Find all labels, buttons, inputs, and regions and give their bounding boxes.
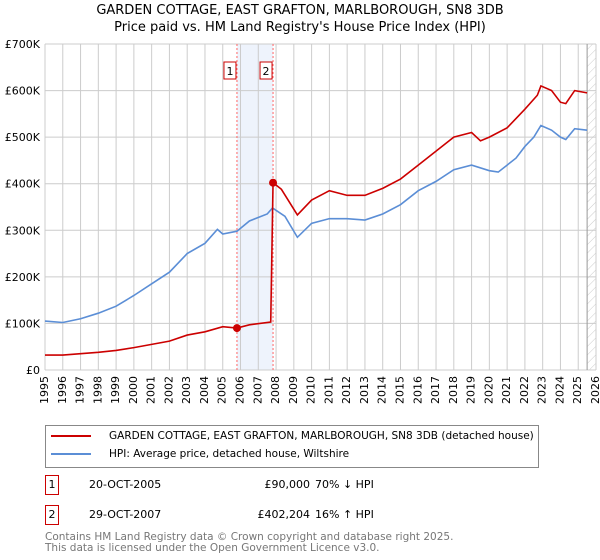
footer: Contains HM Land Registry data © Crown c… xyxy=(45,532,453,554)
x-tick-label: 2010 xyxy=(305,376,318,404)
transaction-hpi: 16% ↑ HPI xyxy=(315,508,374,521)
x-tick-label: 2004 xyxy=(198,376,211,404)
x-tick-label: 2007 xyxy=(251,376,264,404)
sale-point xyxy=(232,324,241,333)
x-tick-label: 2000 xyxy=(127,376,140,404)
x-tick-label: 2006 xyxy=(234,376,247,404)
legend-item-property: GARDEN COTTAGE, EAST GRAFTON, MARLBOROUG… xyxy=(51,430,534,442)
y-tick-label: £400K xyxy=(5,178,41,191)
x-tick-label: 2003 xyxy=(180,376,193,404)
transaction-row: 2 29-OCT-2007 £402,204 16% ↑ HPI xyxy=(45,505,545,525)
x-tick-label: 2011 xyxy=(322,376,335,404)
y-tick-label: £100K xyxy=(5,317,41,330)
sale-marker-label: 1 xyxy=(226,65,233,78)
x-tick-label: 2019 xyxy=(465,376,478,404)
line-chart: 1995 1996 1997 1998 1999 2000 2001 2002 2003 2004… xyxy=(5,38,600,404)
legend-label: HPI: Average price, detached house, Wilt… xyxy=(109,448,350,460)
y-tick-label: £300K xyxy=(5,224,41,237)
x-tick-label: 2017 xyxy=(429,376,442,404)
x-tick-label: 2005 xyxy=(216,376,229,404)
y-tick-label: £700K xyxy=(5,38,41,51)
transaction-badge: 2 xyxy=(45,505,59,525)
x-tick-label: 2022 xyxy=(518,376,531,404)
sale-point xyxy=(269,178,278,187)
x-tick-label: 2015 xyxy=(393,376,406,404)
chart-subtitle: Price paid vs. HM Land Registry's House … xyxy=(114,20,486,35)
x-tick-label: 2016 xyxy=(411,376,424,404)
sale-marker-badge xyxy=(259,61,273,80)
x-tick-label: 2018 xyxy=(447,376,460,404)
transaction-row: 1 20-OCT-2005 £90,000 70% ↓ HPI xyxy=(45,475,545,495)
x-tick-label: 2009 xyxy=(287,376,300,404)
y-tick-label: £0 xyxy=(26,364,40,377)
x-tick-label: 2025 xyxy=(571,376,584,404)
x-tick-label: 2023 xyxy=(536,376,549,404)
footer-line: Contains HM Land Registry data © Crown c… xyxy=(45,531,454,543)
x-tick-label: 2020 xyxy=(482,376,495,404)
transaction-price: £402,204 xyxy=(257,508,311,521)
transaction-price: £90,000 xyxy=(264,478,311,491)
sale-marker-label: 2 xyxy=(263,65,270,78)
x-tick-label: 2021 xyxy=(500,376,513,404)
legend-item-hpi: HPI: Average price, detached house, Wilt… xyxy=(51,448,349,460)
legend-swatch xyxy=(51,453,91,455)
x-tick-label: 2014 xyxy=(376,376,389,404)
forecast-hatch xyxy=(587,44,596,370)
transaction-badge: 1 xyxy=(45,475,59,495)
x-tick-label: 1998 xyxy=(91,376,104,404)
y-tick-label: £600K xyxy=(5,85,41,98)
legend-label: GARDEN COTTAGE, EAST GRAFTON, MARLBOROUG… xyxy=(109,430,534,442)
x-tick-label: 1999 xyxy=(109,376,122,404)
x-tick-label: 2002 xyxy=(162,376,175,404)
series-line xyxy=(45,84,588,356)
transaction-hpi: 70% ↓ HPI xyxy=(315,478,374,491)
shaded-period xyxy=(236,44,274,370)
footer-line: This data is licensed under the Open Gov… xyxy=(45,542,380,554)
x-tick-label: 2001 xyxy=(145,376,158,404)
chart-title: GARDEN COTTAGE, EAST GRAFTON, MARLBOROUG… xyxy=(96,3,504,18)
x-tick-label: 2026 xyxy=(589,376,600,404)
legend-swatch xyxy=(51,435,91,437)
legend: GARDEN COTTAGE, EAST GRAFTON, MARLBOROUG… xyxy=(45,425,539,468)
x-tick-label: 2008 xyxy=(269,376,282,404)
x-tick-label: 2012 xyxy=(340,376,353,404)
transaction-date: 20-OCT-2005 xyxy=(89,478,162,491)
x-tick-label: 2013 xyxy=(358,376,371,404)
x-tick-label: 1995 xyxy=(38,376,51,404)
series-line xyxy=(44,124,588,324)
x-tick-label: 2024 xyxy=(553,376,566,404)
x-tick-label: 1996 xyxy=(56,376,69,404)
sale-marker-badge xyxy=(223,61,237,80)
x-tick-label: 1997 xyxy=(74,376,87,404)
y-tick-label: £200K xyxy=(5,271,41,284)
transaction-date: 29-OCT-2007 xyxy=(89,508,162,521)
y-tick-label: £500K xyxy=(5,131,41,144)
